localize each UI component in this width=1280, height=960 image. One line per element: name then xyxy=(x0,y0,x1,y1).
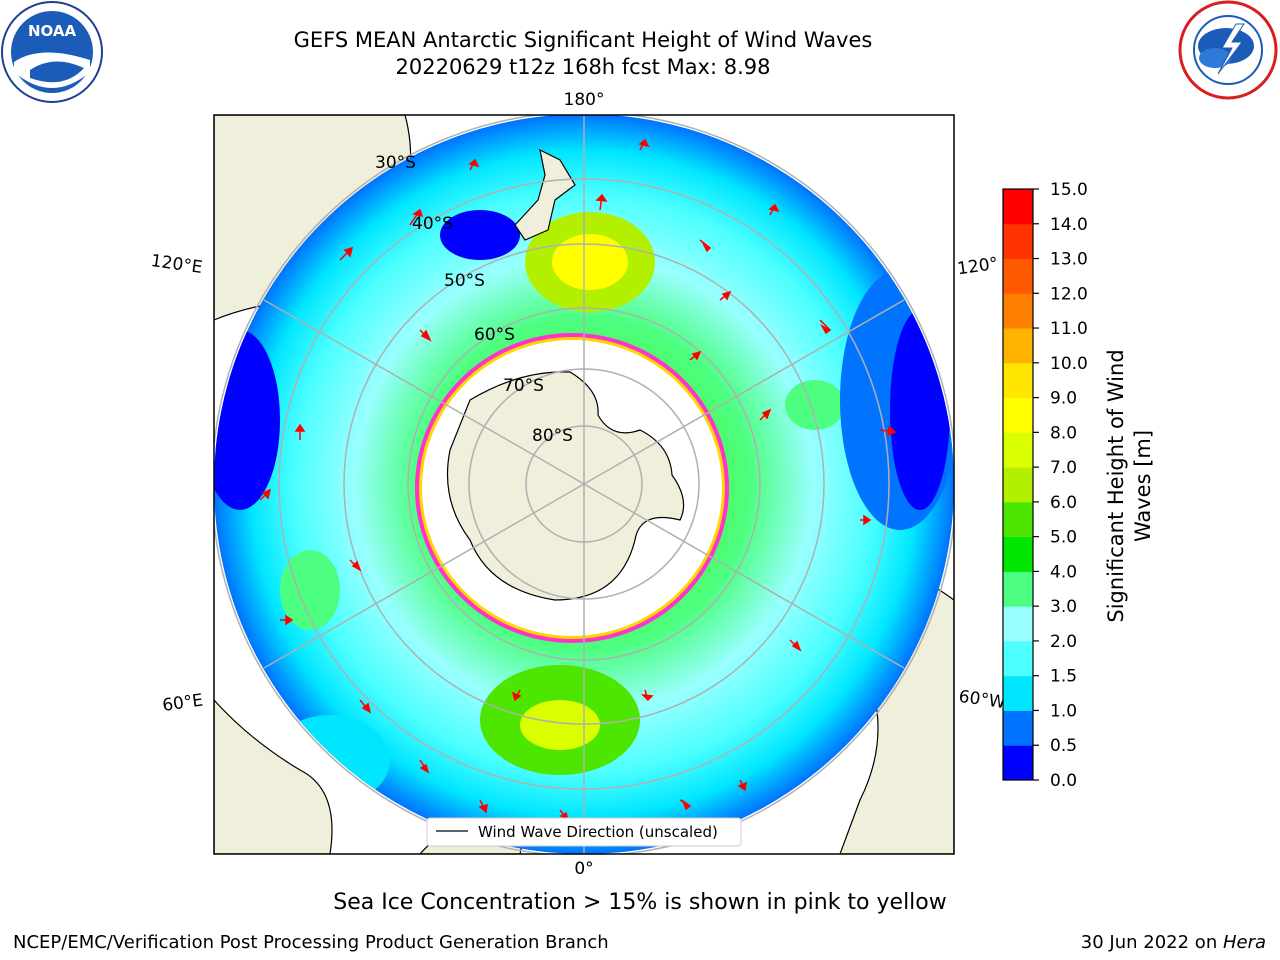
colorbar-border xyxy=(1002,188,1034,781)
colorbar-segment xyxy=(1003,536,1033,572)
colorbar-tick-label: 15.0 xyxy=(1050,180,1088,200)
colorbar-tick-label: 10.0 xyxy=(1050,354,1088,374)
lat-label-30s: 30°S xyxy=(375,153,416,173)
colorbar-segment xyxy=(1003,745,1033,781)
lon-label-right-upper: 120° xyxy=(956,254,999,280)
colorbar-tick-label: 1.5 xyxy=(1050,667,1077,687)
colorbar-tick-label: 3.0 xyxy=(1050,597,1077,617)
lat-label-40s: 40°S xyxy=(412,214,453,234)
sea-ice-note: Sea Ice Concentration > 15% is shown in … xyxy=(333,890,947,915)
colorbar-segment xyxy=(1003,397,1033,433)
colorbar-tick-label: 5.0 xyxy=(1050,528,1077,548)
colorbar-segment xyxy=(1003,501,1033,538)
colorbar-tick-label: 7.0 xyxy=(1050,458,1077,478)
colorbar-segment xyxy=(1003,223,1033,260)
map-title: GEFS MEAN Antarctic Significant Height o… xyxy=(293,28,873,52)
colorbar-segment xyxy=(1003,328,1033,364)
colorbar-tick-label: 0.0 xyxy=(1050,771,1077,791)
colorbar-tick-label: 14.0 xyxy=(1050,215,1088,235)
colorbar: 0.0 0.5 1.0 1.5 2.0 3.0 4.0 5.0 6.0 7.0 8.0 9.0 10.0… xyxy=(1002,180,1088,791)
colorbar-segment xyxy=(1003,606,1033,642)
lat-label-80s: 80°S xyxy=(532,426,573,446)
colorbar-segment xyxy=(1003,362,1033,399)
colorbar-tick-label: 6.0 xyxy=(1050,493,1077,513)
colorbar-tick-label: 12.0 xyxy=(1050,284,1088,304)
colorbar-tick-label: 9.0 xyxy=(1050,389,1077,409)
lon-label-bottom: 0° xyxy=(574,859,593,879)
colorbar-segment xyxy=(1003,710,1033,746)
noaa-logo-text: NOAA xyxy=(28,22,77,40)
colorbar-segment xyxy=(1003,293,1033,329)
nws-logo-icon xyxy=(1178,0,1278,100)
wave-direction-arrows xyxy=(259,138,897,822)
colorbar-segment xyxy=(1003,258,1033,294)
legend-label: Wind Wave Direction (unscaled) xyxy=(478,823,718,841)
lon-label-right-lower: 60°W xyxy=(957,687,1006,713)
footer-branch: NCEP/EMC/Verification Post Processing Pr… xyxy=(13,932,609,953)
colorbar-label-line1: Significant Height of Wind xyxy=(1104,349,1128,622)
lon-label-left-upper: 120°E xyxy=(150,251,204,278)
colorbar-segment xyxy=(1003,640,1033,677)
colorbar-tick-label: 8.0 xyxy=(1050,423,1077,443)
colorbar-tick-label: 11.0 xyxy=(1050,319,1088,339)
lon-label-top: 180° xyxy=(564,90,605,110)
colorbar-tick-label: 0.5 xyxy=(1050,736,1077,756)
lat-label-50s: 50°S xyxy=(444,271,485,291)
colorbar-segment xyxy=(1003,189,1033,225)
colorbar-tick-label: 4.0 xyxy=(1050,562,1077,582)
colorbar-tick-label: 13.0 xyxy=(1050,250,1088,270)
colorbar-segment xyxy=(1003,432,1033,468)
colorbar-label-line2: Waves [m] xyxy=(1131,430,1155,542)
colorbar-segment xyxy=(1003,467,1033,503)
colorbar-segment xyxy=(1003,571,1033,607)
lon-label-left-lower: 60°E xyxy=(161,691,204,716)
colorbar-segment xyxy=(1003,675,1033,711)
map-subtitle-forecast: 20220629 t12z 168h fcst Max: 8.98 xyxy=(395,55,771,79)
colorbar-tick-label: 1.0 xyxy=(1050,701,1077,721)
lat-label-70s: 70°S xyxy=(503,376,544,396)
footer-date: 30 Jun 2022 on Hera xyxy=(1081,932,1266,953)
footer-date-text: 30 Jun 2022 on xyxy=(1080,932,1223,953)
colorbar-tick-label: 2.0 xyxy=(1050,632,1077,652)
lat-label-60s: 60°S xyxy=(474,325,515,345)
noaa-logo-icon: NOAA xyxy=(1,1,103,103)
footer-host: Hera xyxy=(1222,932,1266,953)
map-legend: Wind Wave Direction (unscaled) xyxy=(426,817,742,847)
